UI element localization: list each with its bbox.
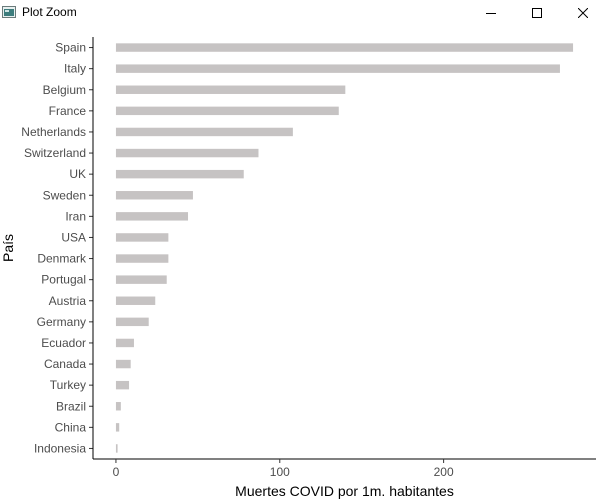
y-tick-label: USA [61, 230, 86, 244]
bar-iran [115, 212, 189, 221]
bar-switzerland [115, 148, 259, 158]
y-tick-label: Iran [65, 209, 86, 223]
title-bar: Plot Zoom [0, 0, 603, 26]
bar-china [115, 423, 120, 432]
close-button[interactable] [560, 0, 603, 26]
bar-portugal [115, 275, 167, 284]
minimize-icon [486, 8, 496, 18]
bar-spain [115, 43, 574, 52]
y-tick-label: Netherlands [21, 125, 86, 139]
bar-belgium [115, 85, 346, 94]
close-icon [578, 8, 588, 18]
bar-brazil [115, 402, 121, 411]
bar-france [115, 106, 339, 116]
y-tick-label: Indonesia [34, 441, 86, 455]
y-tick-label: Austria [49, 294, 87, 308]
y-tick-label: Denmark [37, 252, 87, 266]
bar-uk [115, 169, 244, 179]
y-tick-label: Turkey [50, 378, 86, 392]
bar-usa [115, 233, 169, 242]
maximize-icon [532, 8, 542, 18]
bar-turkey [115, 380, 130, 390]
plot-window-icon [2, 5, 16, 18]
bar-germany [115, 317, 149, 327]
bar-italy [115, 64, 560, 73]
x-tick-label: 0 [113, 465, 120, 479]
y-tick-label: Switzerland [24, 146, 86, 160]
maximize-button[interactable] [514, 0, 560, 26]
minimize-button[interactable] [468, 0, 514, 26]
plot-area: Spain Italy Belgium France Netherlands Switze… [0, 26, 603, 501]
window-title: Plot Zoom [22, 5, 77, 19]
bar-denmark [115, 254, 169, 263]
x-tick-label: 200 [434, 465, 454, 479]
y-axis-title: País [0, 234, 16, 262]
y-tick-label: UK [69, 167, 86, 181]
y-tick-label: Ecuador [41, 336, 86, 350]
bar-sweden [115, 191, 193, 200]
y-tick-label: Brazil [56, 399, 86, 413]
y-tick-label: Italy [64, 62, 86, 76]
x-tick-label: 100 [270, 465, 290, 479]
y-tick-label: China [55, 420, 87, 434]
bar-netherlands [115, 127, 293, 137]
bar-chart: Spain Italy Belgium France Netherlands Switze… [0, 37, 596, 499]
bar-austria [115, 296, 156, 305]
y-tick-label: Spain [55, 41, 86, 55]
y-tick-labels: Spain Italy Belgium France Netherlands Switze… [21, 41, 93, 455]
bars-group [115, 43, 574, 453]
bar-indonesia [115, 444, 118, 453]
y-tick-label: Sweden [43, 188, 86, 202]
bar-ecuador [115, 338, 134, 348]
y-tick-label: Belgium [43, 83, 86, 97]
bar-canada [115, 359, 131, 369]
y-tick-label: Germany [37, 315, 86, 329]
y-tick-label: Portugal [41, 273, 86, 287]
y-tick-label: Canada [44, 357, 86, 371]
x-axis-title: Muertes COVID por 1m. habitantes [235, 483, 454, 499]
y-tick-label: France [49, 104, 87, 118]
x-tick-labels: 0 100 200 [113, 459, 454, 479]
